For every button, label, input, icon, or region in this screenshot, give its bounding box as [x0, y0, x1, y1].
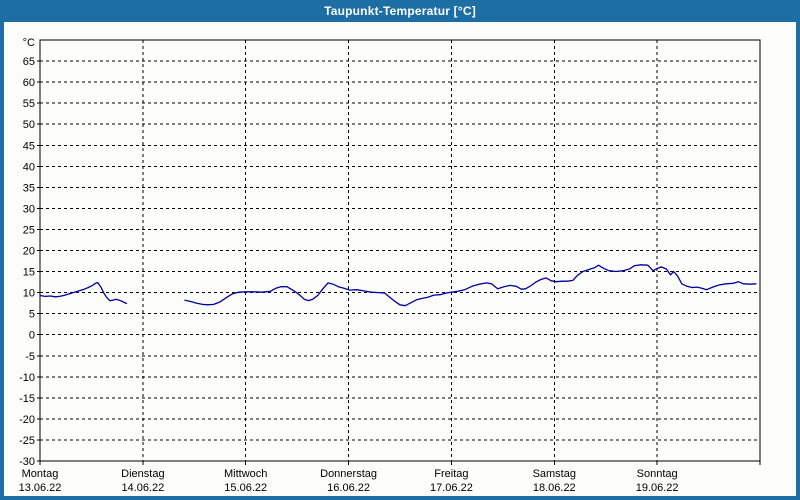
- chart-panel: [4, 22, 796, 496]
- y-tick-label: 35: [23, 182, 35, 194]
- day-label: Sonntag: [637, 468, 678, 480]
- y-tick-label: -20: [19, 414, 35, 426]
- y-tick-label: -15: [19, 393, 35, 405]
- window-title: Taupunkt-Temperatur [°C]: [324, 4, 476, 18]
- plot-border: [39, 39, 761, 462]
- y-tick-label: 20: [23, 246, 35, 258]
- date-label: 15.06.22: [224, 482, 267, 494]
- dewpoint-series-line: [184, 264, 757, 307]
- day-label: Mittwoch: [224, 468, 267, 480]
- dewpoint-series-line: [39, 281, 128, 305]
- y-tick-label: 15: [23, 267, 35, 279]
- y-tick-label: 25: [23, 224, 35, 236]
- date-label: 16.06.22: [327, 482, 370, 494]
- y-tick-label: 5: [29, 309, 35, 321]
- day-label: Dienstag: [121, 468, 164, 480]
- date-label: 19.06.22: [636, 482, 679, 494]
- date-label: 17.06.22: [430, 482, 473, 494]
- day-label: Donnerstag: [320, 468, 377, 480]
- y-tick-label: 55: [23, 98, 35, 110]
- y-tick-label: 40: [23, 161, 35, 173]
- y-axis-unit-label: °C: [23, 37, 35, 49]
- date-label: 14.06.22: [121, 482, 164, 494]
- y-tick-label: 30: [23, 203, 35, 215]
- day-label: Samstag: [533, 468, 576, 480]
- y-tick-label: 0: [29, 330, 35, 342]
- y-tick-label: 45: [23, 140, 35, 152]
- title-bar: Taupunkt-Temperatur [°C]: [0, 0, 800, 22]
- date-label: 13.06.22: [19, 482, 62, 494]
- y-tick-label: 10: [23, 288, 35, 300]
- y-tick-label: -5: [25, 351, 35, 363]
- day-label: Montag: [22, 468, 59, 480]
- day-label: Freitag: [434, 468, 468, 480]
- y-tick-label: -30: [19, 456, 35, 468]
- y-tick-label: -10: [19, 372, 35, 384]
- y-tick-label: 50: [23, 119, 35, 131]
- y-tick-label: 60: [23, 77, 35, 89]
- y-tick-label: -25: [19, 435, 35, 447]
- date-label: 18.06.22: [533, 482, 576, 494]
- y-tick-label: 65: [23, 56, 35, 68]
